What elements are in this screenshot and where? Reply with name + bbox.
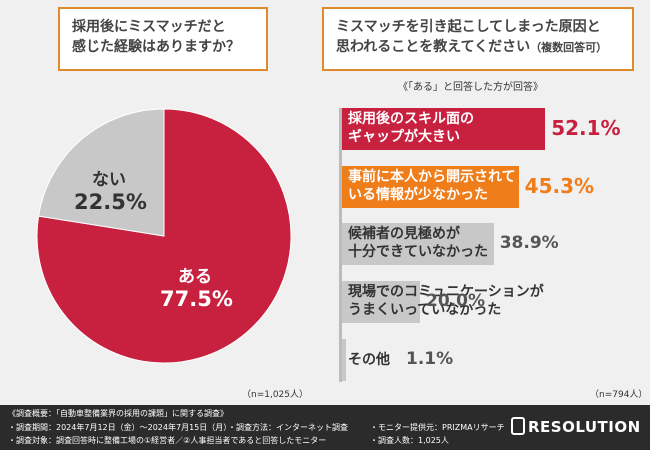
- pie-label-nai: ない 22.5%: [74, 165, 147, 214]
- bar-label: 事前に本人から開示されて いる情報が少なかった: [348, 168, 516, 204]
- bar-axis-line: [339, 108, 342, 382]
- sample-size-right: （n=794人）: [590, 390, 648, 400]
- pie-slice-nai: [37, 108, 165, 237]
- footer-period: ・調査期間：2024年7月12日（金）～2024年7月15日（月）: [8, 423, 232, 432]
- bar-value-label: 20.0%: [426, 291, 485, 311]
- bar-label-line2: 十分できていなかった: [348, 244, 488, 260]
- bar-label-line2: いる情報が少なかった: [348, 187, 488, 203]
- bar-value-label: 52.1%: [551, 116, 621, 140]
- question-right-note: （複数回答可）: [530, 41, 608, 54]
- bar-label-line2: うまくいっていなかった: [348, 302, 502, 318]
- bar-label-line1: 候補者の見極めが: [348, 226, 460, 242]
- pie-label-nai-value: 22.5%: [74, 190, 147, 214]
- question-right-line2: 思われることを教えてください: [336, 39, 531, 55]
- bar: [342, 108, 546, 150]
- footer-provider: ・モニター提供元：PRIZMAリサーチ: [370, 423, 505, 432]
- bar-value-label: 1.1%: [406, 349, 454, 369]
- footer-method: ・調査方法：インターネット調査: [228, 423, 348, 432]
- footer-overview: 《調査概要：「自動車整備業界の採用の課題」に関する調査》: [8, 409, 228, 418]
- question-right-box: ミスマッチを引き起こしてしまった原因と 思われることを教えてください（複数回答可…: [322, 7, 634, 71]
- bar-label: 現場でのコミュニケーションが うまくいっていなかった: [348, 283, 544, 319]
- bar-label-line2: ギャップが大きい: [348, 129, 460, 145]
- question-left-line2: 感じた経験はありますか？: [72, 39, 240, 55]
- resolution-logo: RESOLUTION: [528, 418, 641, 436]
- pie-label-aru-value: 77.5%: [160, 287, 233, 311]
- bar-value-label: 38.9%: [499, 233, 559, 253]
- footer: 《調査概要：「自動車整備業界の採用の課題」に関する調査》 ・調査期間：2024年…: [0, 405, 650, 450]
- question-right-line1: ミスマッチを引き起こしてしまった原因と: [336, 19, 601, 35]
- pie-label-aru: ある 77.5%: [160, 262, 233, 311]
- footer-count: ・調査人数：1,025人: [370, 436, 449, 445]
- footer-target: ・調査対象：調査回答時に整備工場の①経営者／②人事担当者であると回答したモニター: [8, 436, 327, 445]
- bar-label: 候補者の見極めが十分できていなかった: [348, 225, 488, 261]
- resolution-logo-icon: [511, 417, 525, 435]
- bar-label: 採用後のスキル面の ギャップが大きい: [348, 110, 474, 146]
- bar-label: その他: [348, 351, 390, 369]
- pie-label-nai-name: ない: [92, 170, 126, 190]
- bar-label-line1: 事前に本人から開示されて: [348, 169, 516, 185]
- bar: [342, 223, 494, 265]
- question-left-box: 採用後にミスマッチだと 感じた経験はありますか？: [58, 7, 268, 71]
- pie-label-aru-name: ある: [178, 267, 212, 287]
- pie-chart: [36, 108, 292, 364]
- bar: [342, 339, 347, 381]
- sample-size-left: （n=1,025人）: [242, 390, 309, 400]
- bar-value-label: 45.3%: [524, 174, 595, 198]
- question-left-line1: 採用後にミスマッチだと: [72, 19, 226, 35]
- bar: [342, 166, 519, 208]
- bar-label-line1: 現場でのコミュニケーションが: [348, 284, 544, 300]
- bar-label-line1: その他: [348, 352, 390, 368]
- pie-slice-aru: [36, 108, 292, 364]
- respondent-note: 《「ある」と回答した方が回答》: [398, 82, 543, 93]
- bar-label-line1: 採用後のスキル面の: [348, 111, 474, 127]
- bar: [342, 281, 420, 323]
